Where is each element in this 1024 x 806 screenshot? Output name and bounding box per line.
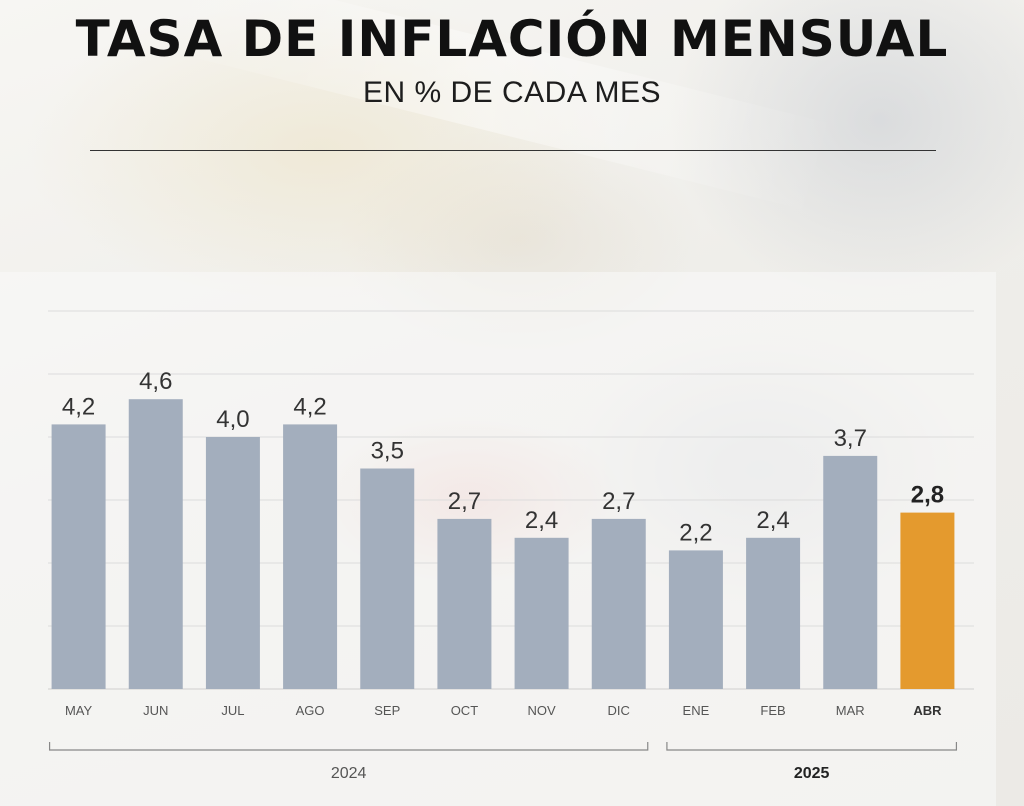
value-label-oct: 2,7 xyxy=(448,488,481,515)
value-label-dic: 2,7 xyxy=(602,488,635,515)
category-label-feb: FEB xyxy=(760,703,785,718)
value-label-may: 4,2 xyxy=(62,393,95,420)
bar-sep xyxy=(360,468,415,689)
bar-abr xyxy=(900,512,955,689)
chart-title: TASA DE INFLACIÓN MENSUAL xyxy=(75,10,949,68)
bar-dic xyxy=(591,518,646,689)
value-label-nov: 2,4 xyxy=(525,507,558,534)
chart-value-labels: 4,2 4,6 4,0 4,2 3,5 2,7 2,4 2,7 2,2 2,4 3,7 2,8 xyxy=(62,368,944,546)
value-label-jul: 4,0 xyxy=(216,406,249,433)
category-label-mar: MAR xyxy=(836,703,865,718)
value-label-ene: 2,2 xyxy=(679,519,712,546)
bar-ago xyxy=(283,424,338,689)
value-label-ago: 4,2 xyxy=(293,393,326,420)
bar-jun xyxy=(128,399,183,689)
category-label-dic: DIC xyxy=(608,703,630,718)
value-label-abr: 2,8 xyxy=(911,482,944,509)
value-label-mar: 3,7 xyxy=(834,425,867,452)
category-label-ago: AGO xyxy=(296,703,325,718)
bar-ene xyxy=(668,550,723,689)
bar-mar xyxy=(823,455,878,689)
year-label-2024: 2024 xyxy=(331,765,367,782)
chart-year-groups: 2024 2025 xyxy=(48,742,958,782)
year-bracket-2024 xyxy=(48,742,649,751)
bar-may xyxy=(51,424,106,689)
category-label-jul: JUL xyxy=(221,703,244,718)
bar-oct xyxy=(437,518,492,689)
bar-feb xyxy=(746,537,801,689)
category-label-oct: OCT xyxy=(451,703,479,718)
bar-nov xyxy=(514,537,569,689)
category-label-abr: ABR xyxy=(913,703,942,718)
value-label-sep: 3,5 xyxy=(371,438,404,465)
category-label-may: MAY xyxy=(65,703,93,718)
chart-category-labels: MAY JUN JUL AGO SEP OCT NOV DIC ENE FEB MAR ABR xyxy=(65,703,942,718)
value-label-feb: 2,4 xyxy=(756,507,789,534)
category-label-ene: ENE xyxy=(683,703,710,718)
chart-subtitle: EN % DE CADA MES xyxy=(362,76,662,109)
year-label-2025: 2025 xyxy=(794,765,830,782)
category-label-sep: SEP xyxy=(374,703,400,718)
category-label-jun: JUN xyxy=(143,703,168,718)
category-label-nov: NOV xyxy=(527,703,556,718)
chart-bars xyxy=(51,399,955,689)
title-divider xyxy=(90,150,936,151)
value-label-jun: 4,6 xyxy=(139,368,172,395)
chart-gridlines xyxy=(48,310,974,690)
bar-jul xyxy=(205,437,260,689)
year-bracket-2025 xyxy=(666,742,958,751)
